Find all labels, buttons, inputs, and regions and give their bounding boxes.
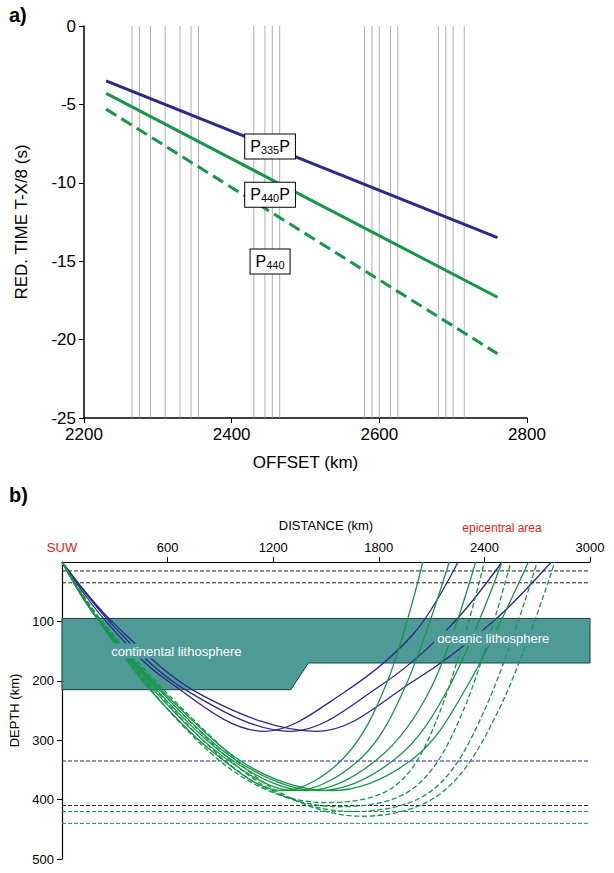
svg-text:P: P	[250, 186, 261, 203]
svg-text:SUW: SUW	[47, 540, 78, 555]
svg-text:DEPTH (km): DEPTH (km)	[7, 674, 22, 748]
svg-text:-5: -5	[61, 95, 76, 114]
svg-text:335: 335	[261, 144, 279, 156]
svg-text:400: 400	[32, 792, 54, 807]
svg-text:P: P	[279, 186, 290, 203]
svg-text:500: 500	[32, 852, 54, 867]
svg-text:-15: -15	[51, 252, 76, 271]
svg-text:oceanic lithosphere: oceanic lithosphere	[437, 631, 549, 646]
svg-text:2400: 2400	[470, 540, 499, 555]
svg-text:3000: 3000	[576, 540, 605, 555]
svg-text:1200: 1200	[259, 540, 288, 555]
svg-text:2200: 2200	[65, 425, 103, 444]
svg-text:300: 300	[32, 733, 54, 748]
svg-text:-10: -10	[51, 173, 76, 192]
svg-text:1800: 1800	[364, 540, 393, 555]
svg-text:epicentral area: epicentral area	[462, 521, 542, 535]
svg-text:440: 440	[261, 192, 279, 204]
svg-text:-25: -25	[51, 408, 76, 428]
svg-text:-20: -20	[51, 330, 76, 349]
svg-text:P: P	[256, 253, 267, 270]
svg-text:b): b)	[9, 484, 28, 506]
svg-text:2400: 2400	[213, 425, 251, 444]
svg-text:200: 200	[32, 673, 54, 688]
svg-text:a): a)	[9, 4, 27, 26]
svg-text:2800: 2800	[508, 425, 546, 444]
svg-text:RED. TIME T-X/8 (s): RED. TIME T-X/8 (s)	[12, 144, 31, 299]
svg-text:continental lithosphere: continental lithosphere	[111, 644, 241, 659]
svg-text:DISTANCE (km): DISTANCE (km)	[279, 518, 373, 533]
svg-text:P: P	[250, 138, 261, 155]
svg-text:600: 600	[157, 540, 179, 555]
svg-text:2600: 2600	[360, 425, 398, 444]
svg-text:100: 100	[32, 614, 54, 629]
svg-text:440: 440	[266, 259, 284, 271]
svg-text:OFFSET (km): OFFSET (km)	[253, 453, 358, 472]
svg-text:0: 0	[67, 17, 76, 36]
svg-text:P: P	[279, 138, 290, 155]
